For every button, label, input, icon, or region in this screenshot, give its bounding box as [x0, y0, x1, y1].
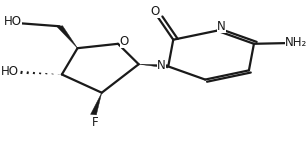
Text: N: N	[157, 59, 166, 72]
Polygon shape	[57, 26, 78, 48]
Text: N: N	[217, 20, 226, 33]
Polygon shape	[91, 93, 102, 115]
Text: NH₂: NH₂	[285, 36, 307, 49]
Polygon shape	[139, 64, 169, 68]
Text: F: F	[92, 116, 98, 129]
Text: O: O	[150, 5, 160, 18]
Text: HO: HO	[4, 15, 22, 28]
Text: O: O	[120, 35, 129, 48]
Text: HO: HO	[1, 65, 19, 78]
